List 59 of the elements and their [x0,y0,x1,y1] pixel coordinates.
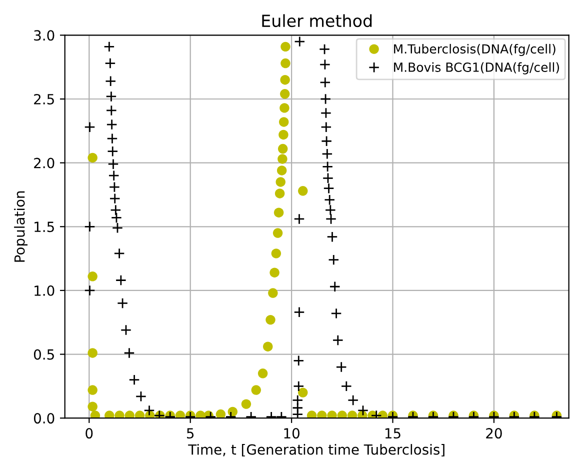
point [251,385,261,395]
y-tick-label: 3.0 [34,30,54,41]
point [298,388,308,398]
point [280,42,290,52]
point [327,410,337,418]
point [268,288,278,298]
point [272,228,283,238]
point [90,410,100,418]
point [258,368,268,378]
y-tick-label: 0.0 [34,413,54,424]
y-tick-label: 0.5 [34,349,54,360]
x-tick-label: 5 [187,428,194,439]
x-tick-label: 0 [86,428,93,439]
point [276,166,287,176]
x-tick-label: 20 [486,428,502,439]
point [271,248,282,258]
y-axis-title: Population [14,191,28,262]
point [134,410,145,418]
point [337,410,348,418]
point [216,409,226,418]
point [88,385,98,395]
point [88,272,98,282]
y-tick-label: 1.5 [34,222,54,232]
point [278,130,288,140]
point [306,410,317,418]
point [175,410,186,418]
point [88,152,98,163]
x-tick-label: 10 [284,428,300,439]
point [298,186,308,196]
point [274,188,285,198]
point [241,399,252,409]
point [317,410,327,418]
point [280,75,290,85]
y-tick-label: 2.5 [34,94,54,104]
point [347,410,358,418]
point [263,342,273,352]
point [270,268,280,278]
legend-label: M.Tuberclosis(DNA(fg/cell) [394,44,556,56]
point [278,154,288,164]
point [124,410,134,418]
x-axis-title: Time, t [Generation time Tuberclosis] [188,444,444,456]
point [278,144,288,154]
y-tick-label: 1.0 [34,285,54,296]
point [104,410,114,418]
chart-title: Euler method [262,14,372,28]
point [266,314,276,325]
point [88,402,98,412]
point [274,208,284,218]
point [276,177,286,187]
point [280,89,290,99]
y-tick-label: 2.0 [34,158,54,168]
point [278,117,289,127]
point [280,103,290,113]
x-tick-label: 15 [385,428,400,439]
point [114,410,124,418]
point [88,348,98,358]
legend-label: M.Bovis BCG1(DNA(fg/cell) [394,62,560,74]
point [280,58,290,68]
point [378,410,388,418]
